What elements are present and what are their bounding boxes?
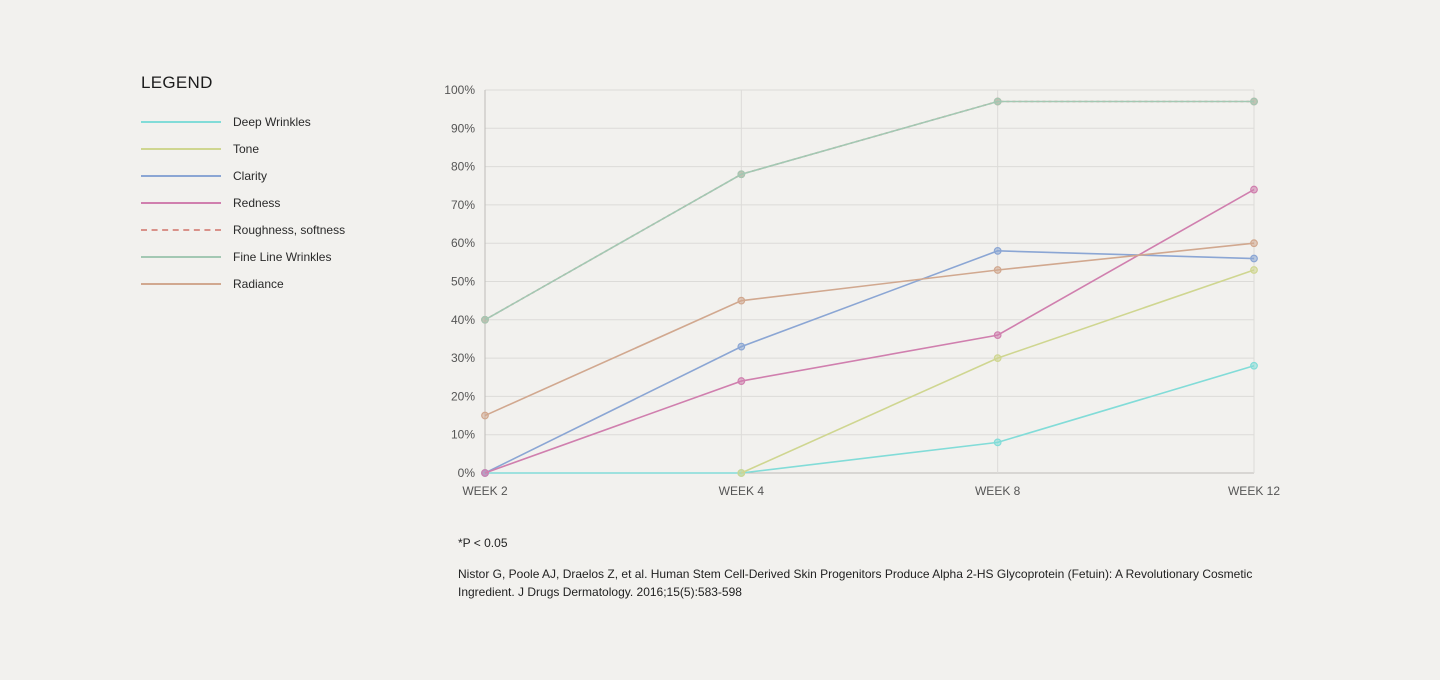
legend-item: Tone	[141, 135, 401, 162]
data-point	[993, 246, 1002, 255]
data-point	[993, 266, 1002, 274]
data-point	[1250, 266, 1258, 274]
data-point	[481, 315, 489, 324]
legend-item: Clarity	[141, 162, 401, 189]
data-point	[481, 411, 489, 420]
legend-item: Fine Line Wrinkles	[141, 243, 401, 270]
legend-item: Roughness, softness	[141, 216, 401, 243]
x-tick-label: WEEK 2	[462, 484, 508, 498]
y-tick-label: 0%	[458, 466, 476, 480]
legend-item: Deep Wrinkles	[141, 108, 401, 135]
data-point	[1250, 97, 1258, 106]
series-line	[484, 188, 1255, 474]
legend-label: Fine Line Wrinkles	[233, 249, 332, 264]
legend-item: Redness	[141, 189, 401, 216]
data-point	[993, 331, 1002, 340]
y-tick-label: 40%	[451, 313, 475, 327]
legend-swatch	[141, 201, 221, 204]
data-point	[993, 354, 1002, 363]
series-line	[484, 100, 1254, 321]
legend-swatch	[141, 120, 221, 123]
legend: LEGEND Deep Wrinkles Tone Clarity Redness Ro…	[141, 72, 401, 297]
data-point	[737, 469, 746, 477]
y-tick-label: 30%	[451, 351, 475, 365]
y-tick-label: 60%	[451, 236, 475, 250]
data-point	[1250, 239, 1258, 248]
legend-label: Radiance	[233, 276, 284, 291]
y-tick-label: 90%	[451, 121, 475, 135]
line-chart: 0% 10% 20% 30% 40% 50% 60% 70% 80% 90% 100% WEEK 2 W…	[444, 83, 1280, 498]
y-tick-label: 70%	[451, 198, 475, 212]
x-tick-label: WEEK 4	[719, 484, 765, 498]
data-point	[1250, 361, 1258, 370]
y-tick-label: 10%	[451, 428, 475, 442]
footnote: *P < 0.05 Nistor G, Poole AJ, Draelos Z,…	[458, 535, 1278, 601]
series-line	[484, 250, 1255, 474]
legend-swatch	[141, 255, 221, 258]
legend-swatch	[141, 174, 221, 177]
legend-label: Deep Wrinkles	[233, 114, 311, 129]
series-line	[485, 364, 1255, 474]
x-tick-label: WEEK 12	[1228, 484, 1280, 498]
legend-items: Deep Wrinkles Tone Clarity Redness Roughness…	[141, 108, 401, 297]
x-tick-label: WEEK 8	[975, 484, 1021, 498]
legend-swatch	[141, 282, 221, 285]
legend-label: Redness	[233, 195, 281, 210]
citation: Nistor G, Poole AJ, Draelos Z, et al. Hu…	[458, 567, 1253, 599]
data-point	[737, 170, 746, 179]
data-point	[737, 377, 746, 385]
series-line	[484, 100, 1254, 321]
y-tick-label: 100%	[444, 83, 475, 97]
data-point	[1250, 185, 1258, 194]
data-point	[993, 97, 1002, 106]
data-point	[1250, 254, 1258, 263]
y-tick-label: 50%	[451, 275, 475, 289]
data-point	[737, 296, 746, 305]
legend-title: LEGEND	[141, 73, 213, 92]
significance-note: *P < 0.05	[458, 536, 508, 550]
data-point	[737, 342, 746, 351]
data-point	[481, 469, 489, 477]
legend-swatch	[141, 147, 221, 150]
legend-item: Radiance	[141, 270, 401, 297]
data-point	[993, 438, 1002, 447]
legend-label: Clarity	[233, 168, 268, 183]
legend-label: Tone	[233, 141, 260, 156]
legend-label: Roughness, softness	[233, 222, 346, 237]
legend-swatch	[141, 228, 221, 231]
y-tick-label: 20%	[451, 389, 475, 403]
series-line	[484, 242, 1255, 417]
y-tick-label: 80%	[451, 160, 475, 174]
